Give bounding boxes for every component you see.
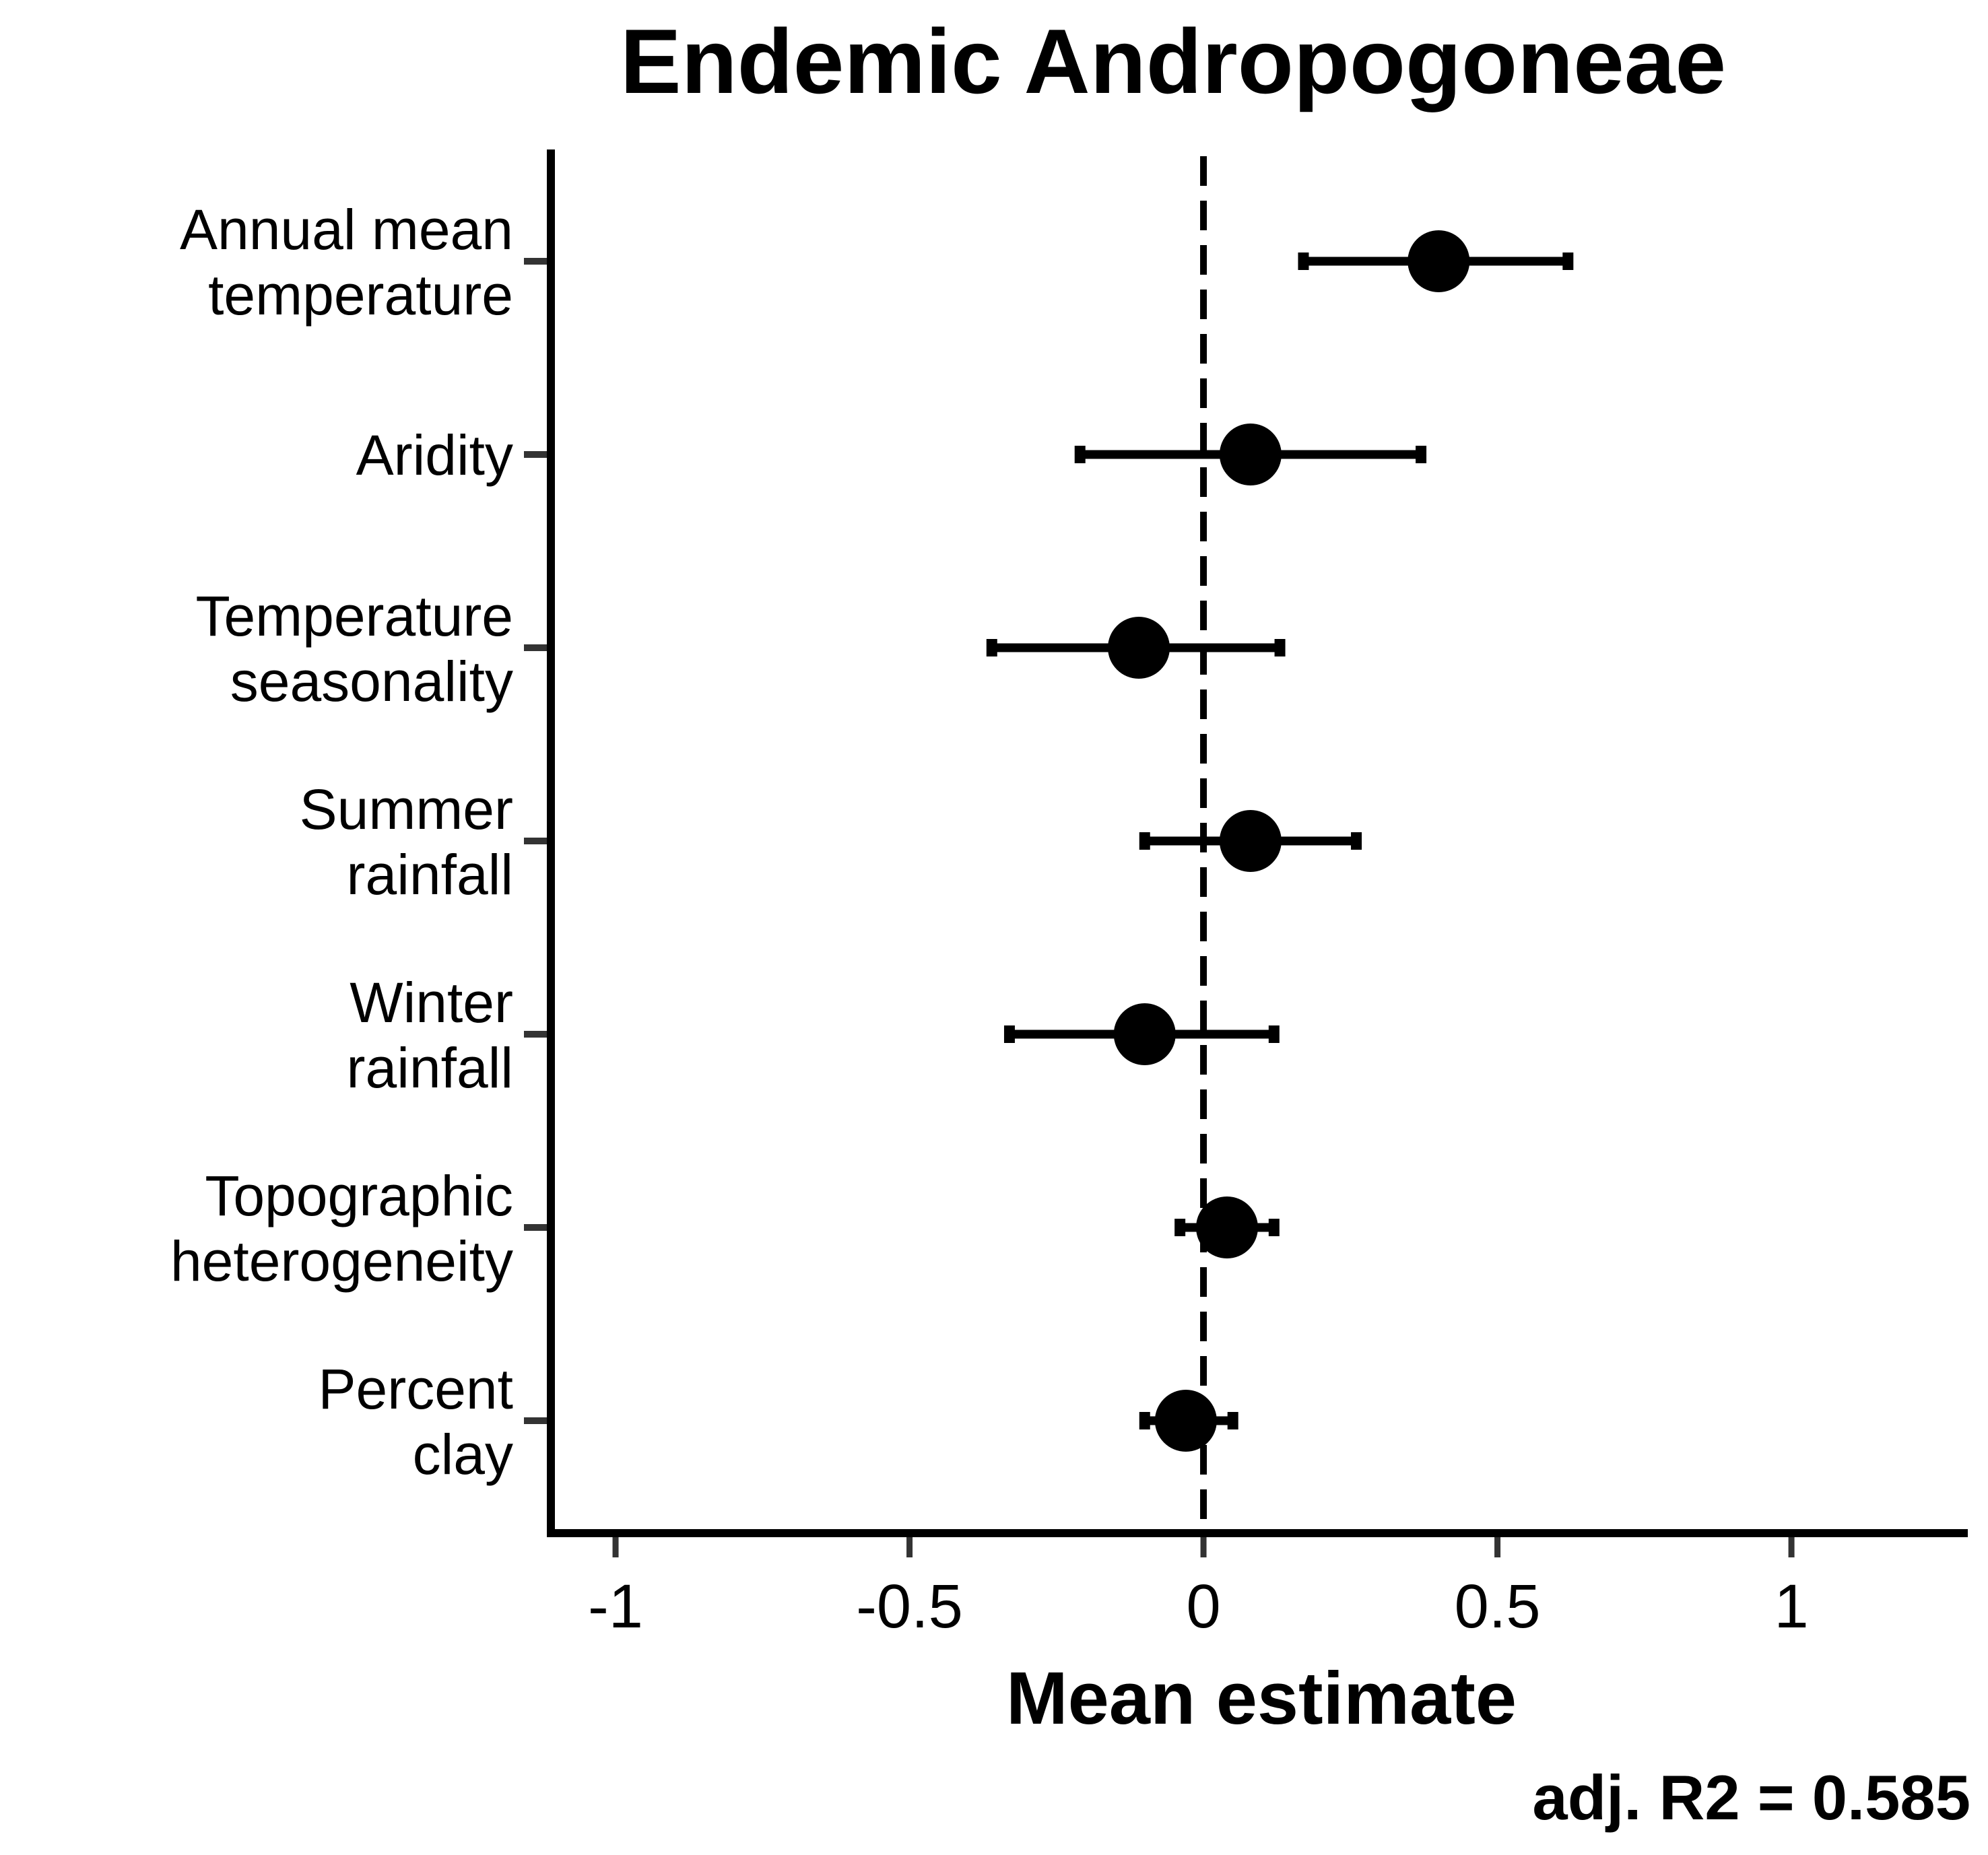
x-tick-label: -1 (588, 1572, 643, 1641)
estimate-point (1195, 1196, 1258, 1258)
estimate-point (1219, 810, 1282, 872)
category-label: clay (413, 1423, 513, 1486)
category-label: Annual mean (180, 198, 513, 261)
category-label: Winter (350, 971, 513, 1034)
category-label: temperature (208, 263, 513, 327)
x-axis-title: Mean estimate (1006, 1657, 1517, 1740)
chart-title: Endemic Andropogoneae (620, 10, 1726, 112)
estimate-point (1108, 617, 1170, 679)
axes: -1 -0.5 0 0.5 1 (524, 149, 1968, 1641)
estimate-point (1154, 1390, 1217, 1452)
estimates-series (986, 230, 1574, 1452)
x-tick-label: 1 (1775, 1572, 1809, 1641)
estimate-point (1113, 1003, 1176, 1065)
category-label: Topographic (205, 1164, 513, 1227)
x-tick-label: 0.5 (1455, 1572, 1541, 1641)
x-tick-label: 0 (1186, 1572, 1220, 1641)
estimate-point (1407, 230, 1470, 292)
category-label: Percent (319, 1357, 514, 1421)
estimate-point (1219, 424, 1282, 485)
category-label: rainfall (347, 1036, 513, 1100)
category-label: Aridity (356, 424, 513, 487)
x-tick-label: -0.5 (856, 1572, 963, 1641)
adj-r2-note: adj. R2 = 0.585 (1532, 1762, 1970, 1833)
category-label: Summer (300, 778, 513, 841)
category-label: Temperature (195, 584, 513, 648)
category-label: seasonality (230, 650, 513, 713)
category-label: rainfall (347, 843, 513, 906)
category-label: heterogeneity (170, 1229, 513, 1293)
